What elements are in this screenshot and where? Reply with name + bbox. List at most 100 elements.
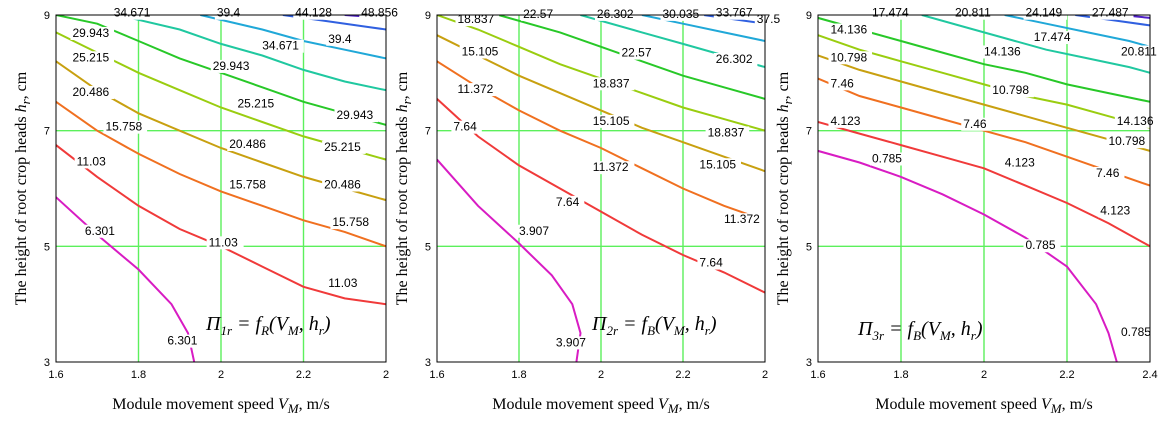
x-tick-label: 2.2 <box>675 369 690 381</box>
x-tick-label: 1.8 <box>893 369 908 381</box>
contour-label-bg <box>590 161 635 175</box>
contour-label-bg <box>705 126 750 140</box>
contour-label: 10.798 <box>830 50 867 64</box>
contour-label: 24.149 <box>1026 6 1063 20</box>
contour-label: 26.302 <box>597 7 634 21</box>
contour-label: 0.785 <box>872 151 902 165</box>
contour-label-bg <box>713 6 758 20</box>
contour-label-bg <box>553 195 585 209</box>
contour-label: 39.4 <box>217 6 241 20</box>
y-tick-label: 7 <box>806 126 812 138</box>
contour-label: 30.035 <box>663 7 700 21</box>
contour-label: 14.136 <box>830 23 867 37</box>
contour-label-bg <box>210 59 255 73</box>
contour-label-bg <box>111 6 156 20</box>
contour-label: 6.301 <box>167 334 197 348</box>
contour-label-bg <box>459 45 504 59</box>
contour-label-bg <box>828 114 866 128</box>
contour-label: 15.758 <box>229 178 266 192</box>
contour-label-bg <box>697 256 728 270</box>
contour-label-bg <box>982 45 1026 59</box>
contour-label: 27.487 <box>1092 6 1129 20</box>
contour-label: 18.837 <box>593 76 630 90</box>
x-tick-label: 1.6 <box>810 369 825 381</box>
contour-label: 33.767 <box>716 6 753 20</box>
contour-line <box>818 16 1150 103</box>
contour-label-bg <box>455 83 500 97</box>
contour-label-bg <box>1098 204 1136 218</box>
contour-label-bg <box>697 158 741 172</box>
contour-label: 34.671 <box>114 6 151 20</box>
contour-label: 34.671 <box>262 39 299 53</box>
contour-label-bg <box>1118 45 1163 59</box>
formula-label: Π3r = fB(VM, hr) <box>857 318 983 343</box>
contour-label: 4.123 <box>830 114 860 128</box>
contour-label-bg <box>952 6 997 20</box>
contour-label: 7.46 <box>1096 166 1120 180</box>
y-tick-label: 9 <box>806 10 812 22</box>
contour-label-bg <box>322 140 366 154</box>
contour-label: 15.105 <box>462 44 499 58</box>
contour-label-bg <box>227 178 271 192</box>
contour-line <box>437 34 765 173</box>
contour-label: 22.57 <box>622 46 652 60</box>
contour-line <box>818 54 1150 152</box>
contour-label-bg <box>326 276 364 290</box>
contour-label-bg <box>70 26 115 40</box>
contour-label-bg <box>869 6 914 20</box>
contour-label: 17.474 <box>872 6 909 20</box>
contour-label: 14.136 <box>984 44 1021 58</box>
x-tick-label: 2 <box>981 369 987 381</box>
x-tick-label: 1.6 <box>48 369 63 381</box>
contour-label: 18.837 <box>708 125 745 139</box>
contour-label-bg <box>1094 166 1125 180</box>
x-tick-label: 2 <box>383 369 389 381</box>
y-tick-label: 9 <box>44 10 50 22</box>
contour-label-bg <box>326 32 357 46</box>
contour-label: 17.474 <box>1034 30 1071 44</box>
contour-line <box>1075 15 1150 27</box>
contour-label-bg <box>330 216 374 230</box>
contour-label-bg <box>754 13 786 27</box>
contour-label-bg <box>322 178 366 192</box>
contour-label-bg <box>619 46 657 60</box>
contour-label: 11.372 <box>458 82 494 96</box>
contour-label: 6.301 <box>85 224 115 238</box>
y-tick-label: 5 <box>806 241 812 253</box>
contour-label: 7.64 <box>699 256 723 270</box>
plot-frame <box>436 14 766 363</box>
x-axis-label: Module movement speed VM, m/s <box>112 396 330 416</box>
contour-label: 10.798 <box>992 83 1029 97</box>
contour-label: 18.837 <box>458 12 495 26</box>
chart-panel-1: 1.6 1.8 2 2.2 2 3 5 7 9 34.671 39.4 44.128 48.856 29.… <box>13 6 403 416</box>
contour-label: 20.486 <box>324 178 361 192</box>
contour-label-bg <box>455 13 500 27</box>
contour-label-bg <box>70 85 115 99</box>
x-tick-label: 1.8 <box>131 369 146 381</box>
contour-label-bg <box>961 117 992 131</box>
contour-label-bg <box>260 39 304 53</box>
contour-label-bg <box>594 7 639 21</box>
contour-label-bg <box>1002 156 1040 170</box>
contour-label: 4.123 <box>1100 204 1130 218</box>
contour-label: 15.758 <box>106 120 143 134</box>
contour-label: 29.943 <box>73 26 110 40</box>
contour-label: 39.4 <box>328 32 352 46</box>
contour-label-bg <box>1106 135 1151 149</box>
contour-line <box>117 15 386 92</box>
contour-label: 7.46 <box>830 76 854 90</box>
contour-line <box>1004 15 1150 48</box>
x-tick-label: 2.2 <box>296 369 311 381</box>
contour-label-bg <box>1114 114 1159 128</box>
y-axis-label: The height of root crop heads hr, cm <box>394 71 414 305</box>
contour-line <box>921 15 1150 74</box>
contour-line <box>498 15 765 100</box>
contour-label: 29.943 <box>213 59 250 73</box>
contour-label-bg <box>660 7 705 21</box>
contour-label: 7.64 <box>453 120 477 134</box>
contour-label-bg <box>206 236 244 250</box>
contour-label-bg <box>451 120 482 134</box>
contour-label-bg <box>828 23 873 37</box>
contour-label: 3.907 <box>519 224 549 238</box>
